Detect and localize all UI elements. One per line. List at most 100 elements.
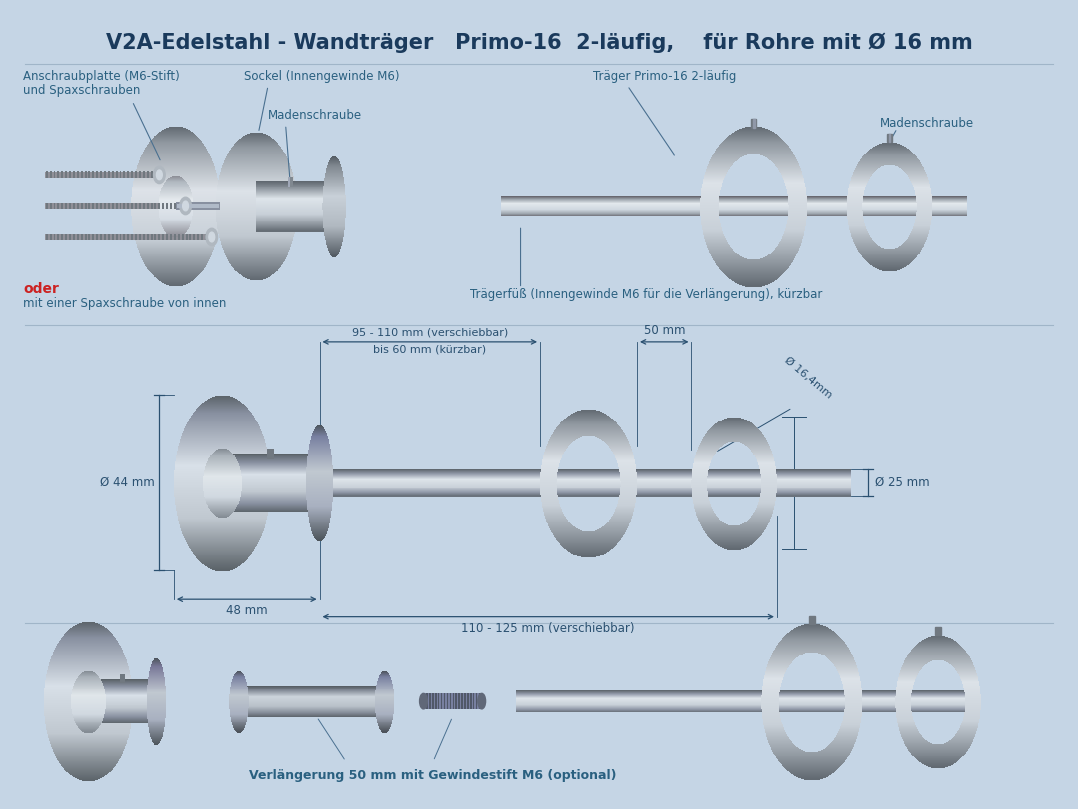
- Bar: [148, 268, 204, 269]
- Bar: [692, 471, 708, 473]
- Bar: [956, 733, 976, 735]
- Bar: [219, 178, 294, 180]
- Bar: [784, 234, 803, 236]
- Bar: [563, 544, 614, 547]
- Bar: [220, 175, 293, 176]
- Bar: [50, 661, 127, 663]
- Bar: [205, 564, 240, 565]
- Bar: [465, 693, 466, 709]
- Bar: [51, 659, 126, 660]
- Bar: [306, 500, 332, 502]
- Bar: [137, 245, 215, 246]
- Bar: [691, 483, 707, 485]
- Bar: [241, 137, 271, 138]
- Bar: [701, 213, 719, 214]
- Bar: [620, 475, 637, 477]
- Ellipse shape: [478, 693, 485, 709]
- Bar: [52, 746, 125, 748]
- Bar: [222, 454, 319, 455]
- Bar: [703, 232, 723, 234]
- Bar: [501, 212, 967, 214]
- Bar: [915, 218, 931, 221]
- Bar: [948, 661, 972, 663]
- Bar: [218, 227, 295, 228]
- Bar: [755, 510, 773, 512]
- Bar: [237, 141, 276, 142]
- Bar: [152, 273, 201, 274]
- Bar: [88, 686, 156, 688]
- Bar: [212, 452, 233, 454]
- Bar: [143, 260, 208, 262]
- Bar: [150, 668, 163, 670]
- Bar: [203, 481, 241, 483]
- Bar: [319, 489, 851, 491]
- Bar: [958, 731, 977, 732]
- Bar: [239, 273, 274, 274]
- Bar: [788, 197, 806, 198]
- Bar: [965, 694, 981, 697]
- Bar: [852, 234, 869, 236]
- Bar: [307, 455, 332, 457]
- Bar: [501, 203, 967, 205]
- Bar: [191, 549, 254, 550]
- Bar: [96, 202, 98, 210]
- Bar: [306, 464, 332, 466]
- Bar: [45, 724, 132, 726]
- Bar: [218, 227, 295, 229]
- Bar: [178, 447, 267, 449]
- Bar: [332, 156, 336, 158]
- Bar: [154, 202, 156, 210]
- Bar: [908, 747, 969, 748]
- Bar: [761, 489, 777, 490]
- Bar: [175, 473, 271, 474]
- Bar: [760, 154, 793, 155]
- Bar: [916, 214, 931, 216]
- Bar: [313, 532, 327, 534]
- Bar: [898, 165, 923, 167]
- Bar: [735, 281, 772, 282]
- Bar: [847, 202, 862, 204]
- Bar: [501, 209, 967, 210]
- Bar: [202, 561, 244, 563]
- Bar: [786, 768, 838, 770]
- Bar: [964, 714, 980, 716]
- Bar: [453, 693, 454, 709]
- Bar: [611, 449, 632, 451]
- Bar: [154, 234, 156, 240]
- Bar: [825, 748, 853, 750]
- Bar: [620, 491, 637, 493]
- Bar: [964, 685, 980, 688]
- Bar: [323, 185, 345, 187]
- Bar: [229, 151, 284, 153]
- Bar: [96, 234, 98, 240]
- Bar: [239, 693, 385, 695]
- Bar: [759, 464, 775, 466]
- Bar: [147, 697, 166, 699]
- Bar: [775, 753, 849, 756]
- Bar: [190, 547, 255, 549]
- Bar: [216, 212, 298, 214]
- Bar: [788, 206, 807, 208]
- Bar: [308, 454, 331, 455]
- Bar: [232, 682, 247, 683]
- Bar: [702, 187, 721, 188]
- Bar: [761, 481, 777, 484]
- Bar: [818, 651, 851, 654]
- Bar: [174, 476, 271, 477]
- Bar: [207, 565, 238, 566]
- Bar: [150, 142, 203, 143]
- Bar: [709, 252, 735, 253]
- Bar: [74, 682, 102, 683]
- Bar: [327, 167, 342, 168]
- Bar: [147, 714, 166, 715]
- Bar: [306, 491, 333, 493]
- Bar: [568, 416, 609, 417]
- Bar: [785, 635, 839, 637]
- Bar: [693, 498, 709, 500]
- Bar: [58, 642, 119, 643]
- Bar: [158, 202, 161, 210]
- Bar: [150, 670, 163, 671]
- Bar: [778, 169, 801, 171]
- Bar: [852, 178, 869, 180]
- Bar: [541, 468, 558, 470]
